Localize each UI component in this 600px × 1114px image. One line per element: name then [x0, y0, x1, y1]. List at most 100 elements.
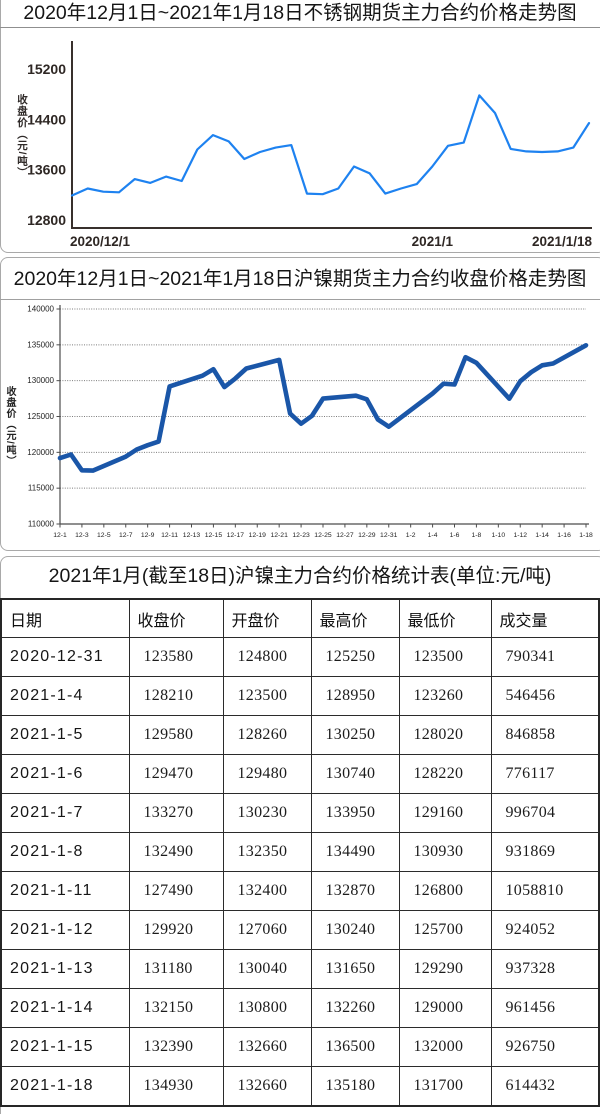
nickel-x-tick-label: 12-23: [292, 532, 310, 539]
nickel-y-tick-label: 140000: [27, 305, 54, 314]
table-value-cell: 134930: [128, 1066, 224, 1107]
table-value-cell: 130740: [310, 754, 400, 794]
table-row: 2021-1-8 132490 132350 134490 130930 931869: [0, 832, 600, 872]
table-row: 2021-1-13 131180 130040 131650 129290 937328: [0, 949, 600, 989]
table-column-header: 最高价: [310, 598, 400, 638]
table-value-cell: 131180: [128, 949, 224, 989]
table-column-header: 收盘价: [128, 598, 224, 638]
nickel-x-tick-label: 1-2: [406, 532, 416, 539]
table-value-cell: 926750: [490, 1027, 600, 1067]
table-value-cell: 961456: [490, 988, 600, 1028]
steel-x-tick-label: 2020/12/1: [70, 234, 131, 249]
nickel-x-tick-label: 12-25: [314, 532, 332, 539]
steel-y-tick-label: 14400: [27, 111, 66, 127]
nickel-x-tick-label: 12-1: [53, 532, 67, 539]
nickel-x-tick-label: 1-12: [513, 532, 527, 539]
table-value-cell: 132260: [310, 988, 400, 1028]
table-date-cell: 2021-1-4: [0, 676, 130, 716]
table-date-cell: 2021-1-6: [0, 754, 130, 794]
nickel-x-tick-label: 1-6: [450, 532, 460, 539]
nickel-y-tick-label: 110000: [28, 520, 55, 529]
table-value-cell: 129160: [398, 793, 492, 833]
nickel-x-tick-label: 1-8: [472, 532, 482, 539]
nickel-chart-section-card: [0, 257, 600, 551]
table-row: 2021-1-14 132150 130800 132260 129000 961456: [0, 988, 600, 1028]
table-value-cell: 132150: [128, 988, 224, 1028]
table-value-cell: 128220: [398, 754, 492, 794]
nickel-y-tick-label: 130000: [27, 376, 54, 385]
steel-chart-title-band: 2020年12月1日~2021年1月18日不锈钢期货主力合约价格走势图: [1, 0, 599, 24]
table-value-cell: 132660: [222, 1027, 312, 1067]
table-value-cell: 125250: [310, 637, 400, 677]
table-value-cell: 132350: [222, 832, 312, 872]
table-value-cell: 931869: [490, 832, 600, 872]
nickel-x-tick-label: 12-13: [183, 532, 201, 539]
table-value-cell: 123260: [398, 676, 492, 716]
table-date-cell: 2020-12-31: [0, 637, 130, 677]
nickel-chart-title: 2020年12月1日~2021年1月18日沪镍期货主力合约收盘价格走势图: [13, 267, 587, 290]
nickel-x-tick-label: 12-11: [161, 532, 178, 539]
steel-chart-title: 2020年12月1日~2021年1月18日不锈钢期货主力合约价格走势图: [23, 2, 577, 24]
nickel-x-tick-label: 12-27: [336, 532, 354, 539]
table-value-cell: 132660: [222, 1066, 312, 1107]
nickel-price-line-chart: 110000 115000 120000 125000 130000 135000 1400…: [27, 305, 593, 540]
nickel-chart-y-axis-title: 收盘价（元/吨）: [4, 386, 15, 467]
steel-chart-y-axis-title: 收盘价（元/吨）: [16, 94, 28, 179]
nickel-table-title-band: 2021年1月(截至18日)沪镍主力合约价格统计表(单位:元/吨): [1, 555, 599, 592]
nickel-x-tick-label: 12-21: [270, 532, 288, 539]
table-value-cell: 136500: [310, 1027, 400, 1067]
table-value-cell: 130930: [398, 832, 492, 872]
nickel-price-table: 日期 收盘价 开盘价 最高价 最低价 成交量 2020-12-31 123580 124800…: [0, 598, 600, 1107]
table-row: 2021-1-15 132390 132660 136500 132000 926750: [0, 1027, 600, 1067]
table-value-cell: 131650: [310, 949, 400, 989]
table-value-cell: 132490: [128, 832, 224, 872]
table-value-cell: 132000: [398, 1027, 492, 1067]
table-row: 2021-1-6 129470 129480 130740 128220 776117: [0, 754, 600, 794]
table-value-cell: 130240: [310, 910, 400, 950]
table-date-cell: 2021-1-8: [0, 832, 130, 872]
nickel-close-series-line: [57, 342, 589, 473]
table-column-header: 日期: [0, 598, 130, 638]
table-date-cell: 2021-1-7: [0, 793, 130, 833]
nickel-x-tick-label: 12-5: [97, 532, 111, 539]
table-value-cell: 135180: [310, 1066, 400, 1107]
table-value-cell: 130250: [310, 715, 400, 755]
table-value-cell: 130230: [222, 793, 312, 833]
nickel-y-tick-label: 135000: [27, 340, 54, 349]
nickel-title-separator: [0, 299, 600, 300]
table-date-cell: 2021-1-12: [0, 910, 130, 950]
nickel-x-tick-label: 12-17: [227, 532, 245, 539]
table-value-cell: 123580: [128, 637, 224, 677]
table-row: 2021-1-5 129580 128260 130250 128020 846858: [0, 715, 600, 755]
nickel-chart-title-band: 2020年12月1日~2021年1月18日沪镍期货主力合约收盘价格走势图: [1, 257, 599, 295]
nickel-x-tick-label: 12-31: [380, 532, 398, 539]
table-header: 日期 收盘价 开盘价 最高价 最低价 成交量: [0, 598, 600, 638]
table-value-cell: 129480: [222, 754, 312, 794]
table-value-cell: 129920: [128, 910, 224, 950]
nickel-x-tick-label: 1-18: [579, 532, 593, 539]
table-date-cell: 2021-1-15: [0, 1027, 130, 1067]
table-value-cell: 129580: [128, 715, 224, 755]
table-value-cell: 128950: [310, 676, 400, 716]
nickel-x-tick-label: 1-10: [492, 532, 506, 539]
table-row: 2020-12-31 123580 124800 125250 123500 790341: [0, 637, 600, 677]
table-value-cell: 133950: [310, 793, 400, 833]
steel-y-tick-label: 15200: [27, 61, 66, 77]
nickel-table-title: 2021年1月(截至18日)沪镍主力合约价格统计表(单位:元/吨): [48, 565, 552, 587]
table-value-cell: 776117: [490, 754, 600, 794]
table-value-cell: 123500: [222, 676, 312, 716]
table-value-cell: 130040: [222, 949, 312, 989]
steel-x-tick-label: 2021/1/18: [532, 234, 593, 249]
nickel-x-tick-label: 12-3: [75, 532, 89, 539]
nickel-x-tick-label: 12-15: [205, 532, 223, 539]
table-value-cell: 132390: [128, 1027, 224, 1067]
table-value-cell: 126800: [398, 871, 492, 911]
table-value-cell: 127490: [128, 871, 224, 911]
nickel-y-tick-label: 115000: [28, 484, 55, 493]
table-date-cell: 2021-1-5: [0, 715, 130, 755]
table-row: 2021-1-18 134930 132660 135180 131700 614432: [0, 1066, 600, 1107]
steel-y-tick-label: 12800: [27, 212, 66, 228]
table-value-cell: 790341: [490, 637, 600, 677]
table-value-cell: 127060: [222, 910, 312, 950]
